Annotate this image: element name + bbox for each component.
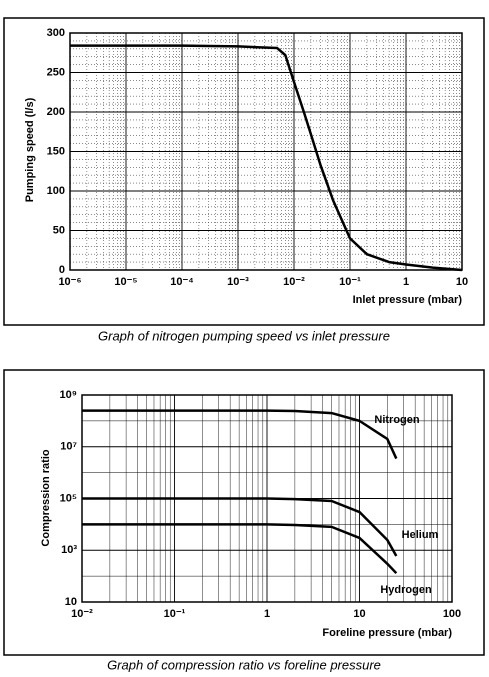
x-tick-label: 10⁻⁵: [114, 276, 137, 288]
x-tick-label: 10⁻⁶: [58, 276, 81, 288]
x-axis-label: Inlet pressure (mbar): [353, 294, 463, 306]
caption: Graph of nitrogen pumping speed vs inlet…: [98, 328, 390, 343]
x-axis-label: Foreline pressure (mbar): [322, 627, 452, 639]
x-tick-label: 10⁻⁴: [170, 276, 193, 288]
y-tick-label: 250: [47, 66, 65, 78]
y-tick-label: 0: [59, 264, 65, 276]
x-tick-label: 10: [353, 608, 365, 620]
data-line: [82, 497, 398, 557]
y-tick-label: 150: [47, 145, 65, 157]
frame: [3, 17, 485, 326]
series-label: Hydrogen: [380, 584, 432, 596]
y-tick-label: 10⁵: [60, 492, 77, 504]
data-line: [82, 409, 398, 460]
y-tick-label: 10⁷: [60, 441, 77, 453]
y-tick-label: 10³: [61, 544, 77, 556]
y-tick-label: 10: [65, 596, 77, 608]
x-tick-label: 10⁻³: [227, 276, 249, 288]
series-label: Helium: [402, 529, 439, 541]
series-label: Nitrogen: [374, 414, 420, 426]
x-tick-label: 10⁻²: [71, 608, 93, 620]
frame: [3, 369, 485, 656]
x-tick-label: 100: [443, 608, 461, 620]
data-line: [70, 44, 463, 272]
x-tick-label: 10⁻²: [283, 276, 305, 288]
x-tick-label: 10⁻¹: [339, 276, 361, 288]
plot-frame: [69, 32, 463, 271]
data-line: [82, 523, 398, 575]
y-tick-label: 200: [47, 106, 65, 118]
y-axis-label: Compression ratio: [40, 449, 52, 546]
x-tick-label: 10: [456, 276, 468, 288]
x-tick-label: 1: [264, 608, 270, 620]
x-tick-label: 10⁻¹: [164, 608, 186, 620]
y-tick-label: 300: [47, 27, 65, 39]
y-tick-label: 100: [47, 185, 65, 197]
x-tick-label: 1: [403, 276, 409, 288]
y-tick-label: 50: [53, 224, 65, 236]
y-tick-label: 10⁹: [60, 389, 77, 401]
y-axis-label: Pumping speed (l/s): [24, 97, 36, 202]
caption: Graph of compression ratio vs foreline p…: [107, 657, 381, 672]
